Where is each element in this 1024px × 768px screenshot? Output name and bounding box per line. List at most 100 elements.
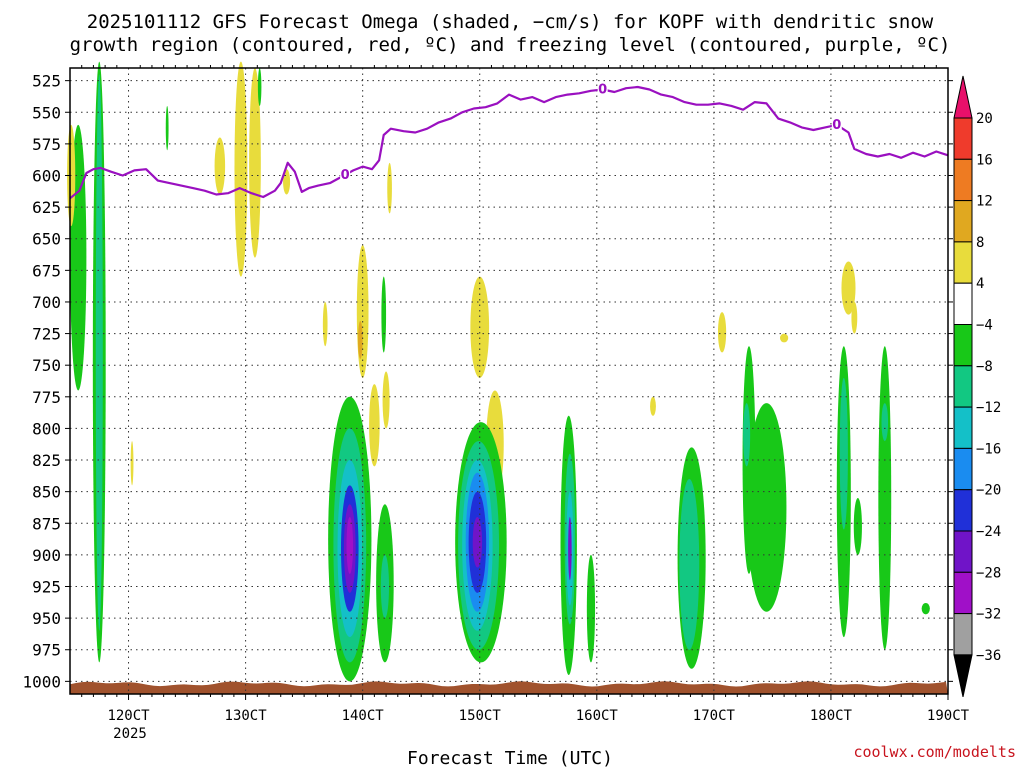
freezing-level-label: 0: [598, 82, 607, 97]
freezing-level-label: 0: [832, 118, 841, 133]
colorbar-swatch-1: [953, 117, 973, 160]
x-axis-label: Forecast Time (UTC): [407, 748, 613, 768]
omega-region-17: [387, 162, 392, 214]
colorbar-label: −28: [976, 565, 1001, 581]
omega-region-9: [249, 67, 261, 258]
omega-region-4: [95, 74, 103, 631]
omega-region-14: [357, 320, 363, 359]
y-tick-label: 925: [32, 578, 61, 597]
colorbar-label: −32: [976, 607, 1001, 623]
colorbar-swatch-7: [953, 365, 973, 408]
y-tick-label: 725: [32, 325, 61, 344]
y-tick-label: 950: [32, 609, 61, 628]
omega-region-48: [841, 261, 856, 315]
y-tick-label: 550: [32, 103, 61, 122]
y-tick-label: 875: [32, 514, 61, 533]
colorbar-top-arrow: [953, 75, 973, 119]
y-tick-label: 825: [32, 451, 61, 470]
omega-region-47: [743, 403, 751, 467]
omega-region-55: [921, 602, 930, 615]
colorbar-swatch-4: [953, 241, 973, 284]
x-tick-label: 150CT: [459, 708, 502, 724]
x-tick-label: 140CT: [342, 708, 385, 724]
omega-region-10: [257, 68, 262, 106]
omega-region-40: [650, 396, 656, 416]
colorbar-swatch-5: [953, 282, 973, 326]
freezing-level-label-bg: [831, 116, 842, 131]
y-tick-label: 525: [32, 72, 61, 91]
colorbar-label: 12: [976, 194, 993, 210]
omega-region-12: [322, 301, 328, 347]
colorbar-label: −8: [976, 359, 993, 375]
x-tick-label: 130CT: [225, 708, 268, 724]
x-tick-label: 170CT: [693, 708, 736, 724]
colorbar-label: 4: [976, 276, 984, 292]
chart-title-line-2: growth region (contoured, red, ºC) and f…: [70, 34, 951, 56]
omega-region-7: [214, 137, 226, 195]
x-tick-label: 160CT: [576, 708, 619, 724]
colorbar-swatch-2: [953, 158, 973, 202]
y-tick-label: 650: [32, 230, 61, 249]
plot-frame: [69, 67, 949, 695]
freezing-level-line: [69, 85, 949, 200]
omega-region-51: [839, 377, 848, 530]
y-tick-label: 850: [32, 483, 61, 502]
omega-region-8: [234, 61, 248, 277]
colorbar-swatch-13: [953, 613, 973, 656]
omega-region-38: [568, 516, 572, 581]
omega-region-24: [346, 516, 354, 574]
omega-shading: [67, 61, 930, 682]
omega-region-46: [746, 403, 787, 612]
freezing-level-label-bg: [597, 81, 608, 96]
credit-text: coolwx.com/modelts: [853, 743, 1016, 761]
plot-area: [70, 68, 948, 694]
omega-region-39: [586, 554, 596, 663]
colorbar-label: 8: [976, 235, 984, 251]
y-tick-label: 775: [32, 388, 61, 407]
colorbar-swatch-9: [953, 447, 973, 491]
omega-region-54: [881, 403, 889, 442]
omega-region-43: [717, 312, 727, 353]
freezing-level-label-bg: [340, 166, 351, 181]
colorbar-swatch-11: [953, 530, 973, 573]
colorbar-label: −16: [976, 441, 1001, 457]
omega-region-16: [369, 384, 380, 467]
omega-region-34: [472, 516, 483, 568]
colorbar-label: −4: [976, 318, 993, 334]
freezing-level-label: 0: [341, 168, 350, 183]
y-tick-label: 575: [32, 135, 61, 154]
colorbar-swatch-12: [953, 571, 973, 615]
omega-region-6: [130, 441, 134, 486]
colorbar-label: 20: [976, 111, 993, 127]
gridlines: [70, 68, 949, 694]
colorbar-swatch-10: [953, 489, 973, 532]
omega-region-44: [780, 333, 789, 343]
y-tick-label: 675: [32, 261, 61, 280]
terrain-surface: [70, 681, 948, 694]
colorbar-label: 16: [976, 152, 993, 168]
omega-region-52: [853, 497, 862, 555]
colorbar: 20 16 12 8 4 −4 −8 −12 −16 −20 −24 −28 −32 −36: [953, 75, 1001, 698]
y-tick-label: 625: [32, 198, 61, 217]
x-year-label: 2025: [113, 726, 147, 742]
x-tick-label: 180CT: [810, 708, 853, 724]
axes: 525 550 575 600 625 650 675 700 725 750 775 800 825 8…: [22, 65, 970, 724]
x-tick-label: 120CT: [107, 708, 150, 724]
omega-region-15: [381, 276, 387, 353]
plot-background: [70, 68, 948, 694]
omega-region-42: [679, 479, 700, 650]
y-tick-label: 750: [32, 356, 61, 375]
y-tick-label: 975: [32, 641, 61, 660]
colorbar-label: −12: [976, 400, 1001, 416]
colorbar-swatch-6: [953, 324, 973, 367]
y-tick-label: 900: [32, 546, 61, 565]
colorbar-label: −24: [976, 524, 1001, 540]
colorbar-swatch-3: [953, 200, 973, 243]
omega-region-5: [165, 105, 169, 151]
chart-title-line-1: 2025101112 GFS Forecast Omega (shaded, −…: [87, 11, 934, 33]
omega-region-49: [851, 301, 858, 334]
y-tick-label: 600: [32, 166, 61, 185]
x-tick-label: 190CT: [927, 708, 970, 724]
omega-region-53: [878, 346, 892, 650]
